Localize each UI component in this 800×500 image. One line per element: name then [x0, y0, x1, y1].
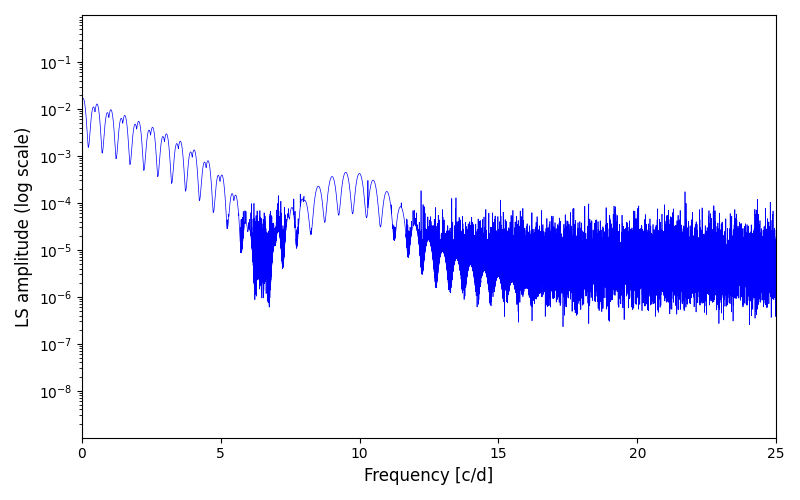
Y-axis label: LS amplitude (log scale): LS amplitude (log scale) — [15, 126, 33, 326]
X-axis label: Frequency [c/d]: Frequency [c/d] — [364, 467, 494, 485]
